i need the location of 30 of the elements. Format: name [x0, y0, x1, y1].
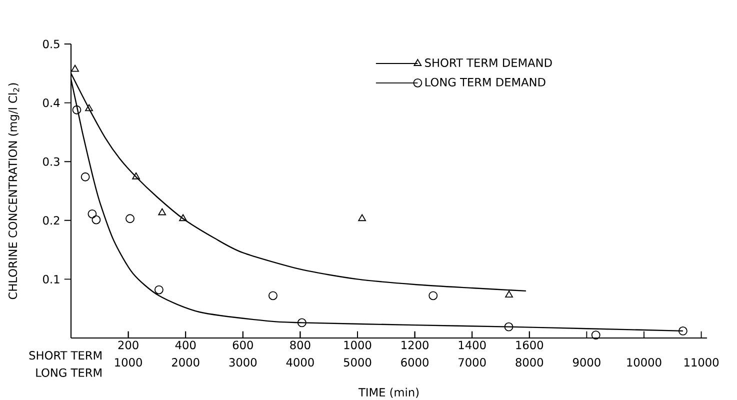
- x2-tick-label: 7000: [458, 358, 486, 367]
- x-tick-label: 1600: [516, 340, 544, 350]
- x-tick-label: 400: [175, 340, 196, 350]
- text: LONG TERM: [36, 368, 102, 377]
- y-tick-label: 0.3: [43, 157, 60, 166]
- x-axis-title: TIME (min): [358, 388, 419, 398]
- x2-tick-label: 8000: [516, 358, 544, 367]
- x2-tick-label: 1000: [115, 358, 142, 367]
- y-tick-label: 0.2: [43, 216, 60, 225]
- x-tick-label: 600: [232, 340, 253, 350]
- x-tick-label: 1400: [458, 340, 486, 350]
- x2-tick-label: 5000: [344, 358, 372, 367]
- y-tick-label: 0.4: [43, 98, 60, 108]
- x2-tick-label: 2000: [172, 358, 200, 367]
- x2-tick-label: 11000: [684, 358, 719, 367]
- text: SHORT TERM: [29, 351, 102, 360]
- y-axis-title: CHLORINE CONCENTRATION (mg/l Cl$_{2}$): [8, 83, 20, 300]
- x-tick-label: 1200: [402, 340, 428, 350]
- legend-label: SHORT TERM DEMAND: [425, 58, 552, 67]
- x-tick-label: 1000: [344, 340, 372, 350]
- x2-tick-label: 10000: [627, 358, 662, 367]
- x2-tick-label: 6000: [401, 358, 428, 367]
- y-tick-label: 0.1: [43, 274, 60, 284]
- x-tick-label: 800: [290, 340, 310, 350]
- x2-tick-label: 4000: [286, 358, 314, 367]
- legend-label: LONG TERM DEMAND: [425, 78, 546, 86]
- y-tick-label: 0.5: [43, 40, 60, 48]
- x2-tick-label: 3000: [229, 358, 257, 367]
- x-tick-label: 200: [118, 340, 138, 350]
- x2-tick-label: 9000: [572, 358, 600, 367]
